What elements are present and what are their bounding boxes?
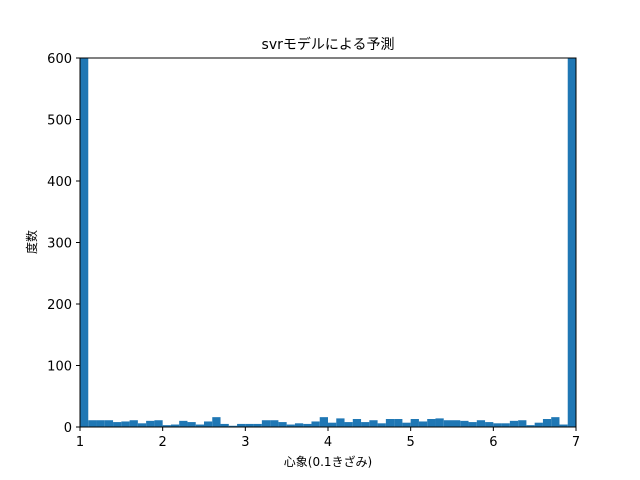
histogram-bar xyxy=(270,420,279,427)
plot-frame xyxy=(79,57,577,428)
histogram-bar xyxy=(179,420,188,427)
histogram-bar xyxy=(410,419,419,427)
histogram-bar xyxy=(162,425,171,427)
histogram-bar xyxy=(394,419,403,427)
histogram-bar xyxy=(559,424,568,427)
histogram-bar xyxy=(328,422,337,427)
histogram-bar xyxy=(542,419,552,427)
histogram-bar xyxy=(443,420,452,427)
histogram-bar xyxy=(212,417,221,427)
histogram-bar xyxy=(361,422,370,427)
histogram-bar xyxy=(402,422,411,427)
histogram-bar xyxy=(154,420,163,427)
histogram-bar xyxy=(435,418,444,427)
histogram-bar xyxy=(303,423,312,427)
histogram-bar xyxy=(129,420,138,427)
histogram-bar xyxy=(377,423,386,427)
x-tick-label: 3 xyxy=(241,435,249,450)
y-tick-label: 200 xyxy=(47,298,72,313)
y-tick-label: 400 xyxy=(47,175,72,190)
histogram-bar xyxy=(418,421,428,427)
histogram-bar xyxy=(551,417,560,427)
y-tick-label: 500 xyxy=(47,114,72,129)
x-tick-label: 1 xyxy=(76,435,84,450)
chart-title: svrモデルによる予測 xyxy=(262,36,395,53)
x-tick-label: 4 xyxy=(324,435,332,450)
x-tick-label: 5 xyxy=(407,435,415,450)
histogram-bar xyxy=(319,417,328,427)
x-tick-label: 7 xyxy=(572,435,580,450)
x-tick-label: 2 xyxy=(159,435,167,450)
histogram-bar xyxy=(294,423,304,427)
histogram-bar xyxy=(385,419,395,427)
histogram-bar xyxy=(220,423,229,427)
y-ticks-group: 0 100 200 300 400 500 600 xyxy=(47,52,80,436)
histogram-bar xyxy=(452,420,461,427)
histogram-bar xyxy=(253,423,262,427)
histogram-bar xyxy=(170,424,180,427)
histogram-bar xyxy=(485,422,494,427)
histogram-bar xyxy=(427,419,436,427)
histogram-bar xyxy=(80,58,89,427)
histogram-bar xyxy=(369,420,378,427)
histogram-bar xyxy=(518,420,527,427)
axes-group xyxy=(79,57,577,428)
histogram-bar xyxy=(311,421,320,427)
histogram-bar xyxy=(204,421,213,427)
histogram-bar xyxy=(137,423,147,427)
histogram-bar xyxy=(352,419,362,427)
histogram-bar xyxy=(534,422,543,427)
x-tick-label: 6 xyxy=(489,435,497,450)
histogram-bar xyxy=(187,422,196,427)
histogram-bar xyxy=(237,423,246,427)
histogram-bar xyxy=(278,422,287,427)
histogram-bar xyxy=(336,418,345,427)
histogram-bar xyxy=(195,424,204,427)
histogram-bar xyxy=(228,425,238,427)
histogram-bar xyxy=(468,422,477,427)
histogram-bar xyxy=(493,423,502,427)
y-tick-label: 300 xyxy=(47,237,72,252)
histogram-bar xyxy=(121,421,130,427)
histogram-bar xyxy=(476,420,486,427)
y-tick-label: 0 xyxy=(64,421,72,436)
histogram-bar xyxy=(113,422,122,427)
histogram-bar xyxy=(96,420,105,427)
histogram-bar xyxy=(344,422,353,427)
histogram-bar xyxy=(261,420,271,427)
x-axis-label: 心象(0.1きざみ) xyxy=(284,454,372,469)
histogram-bar xyxy=(509,420,519,427)
y-axis-label: 度数 xyxy=(24,230,39,254)
x-ticks-group: 1 2 3 4 5 6 7 xyxy=(76,427,580,450)
histogram-bar xyxy=(460,420,469,427)
histogram-bar xyxy=(526,425,535,427)
histogram-bar xyxy=(501,423,510,427)
histogram-bar xyxy=(146,420,155,427)
y-tick-label: 100 xyxy=(47,360,72,375)
histogram-bar xyxy=(567,58,576,427)
y-tick-label: 600 xyxy=(47,52,72,67)
bars-group xyxy=(80,58,576,427)
histogram-bar xyxy=(245,423,254,427)
histogram-bar xyxy=(286,424,295,427)
histogram-bar xyxy=(104,420,114,427)
histogram-bar xyxy=(88,420,97,427)
